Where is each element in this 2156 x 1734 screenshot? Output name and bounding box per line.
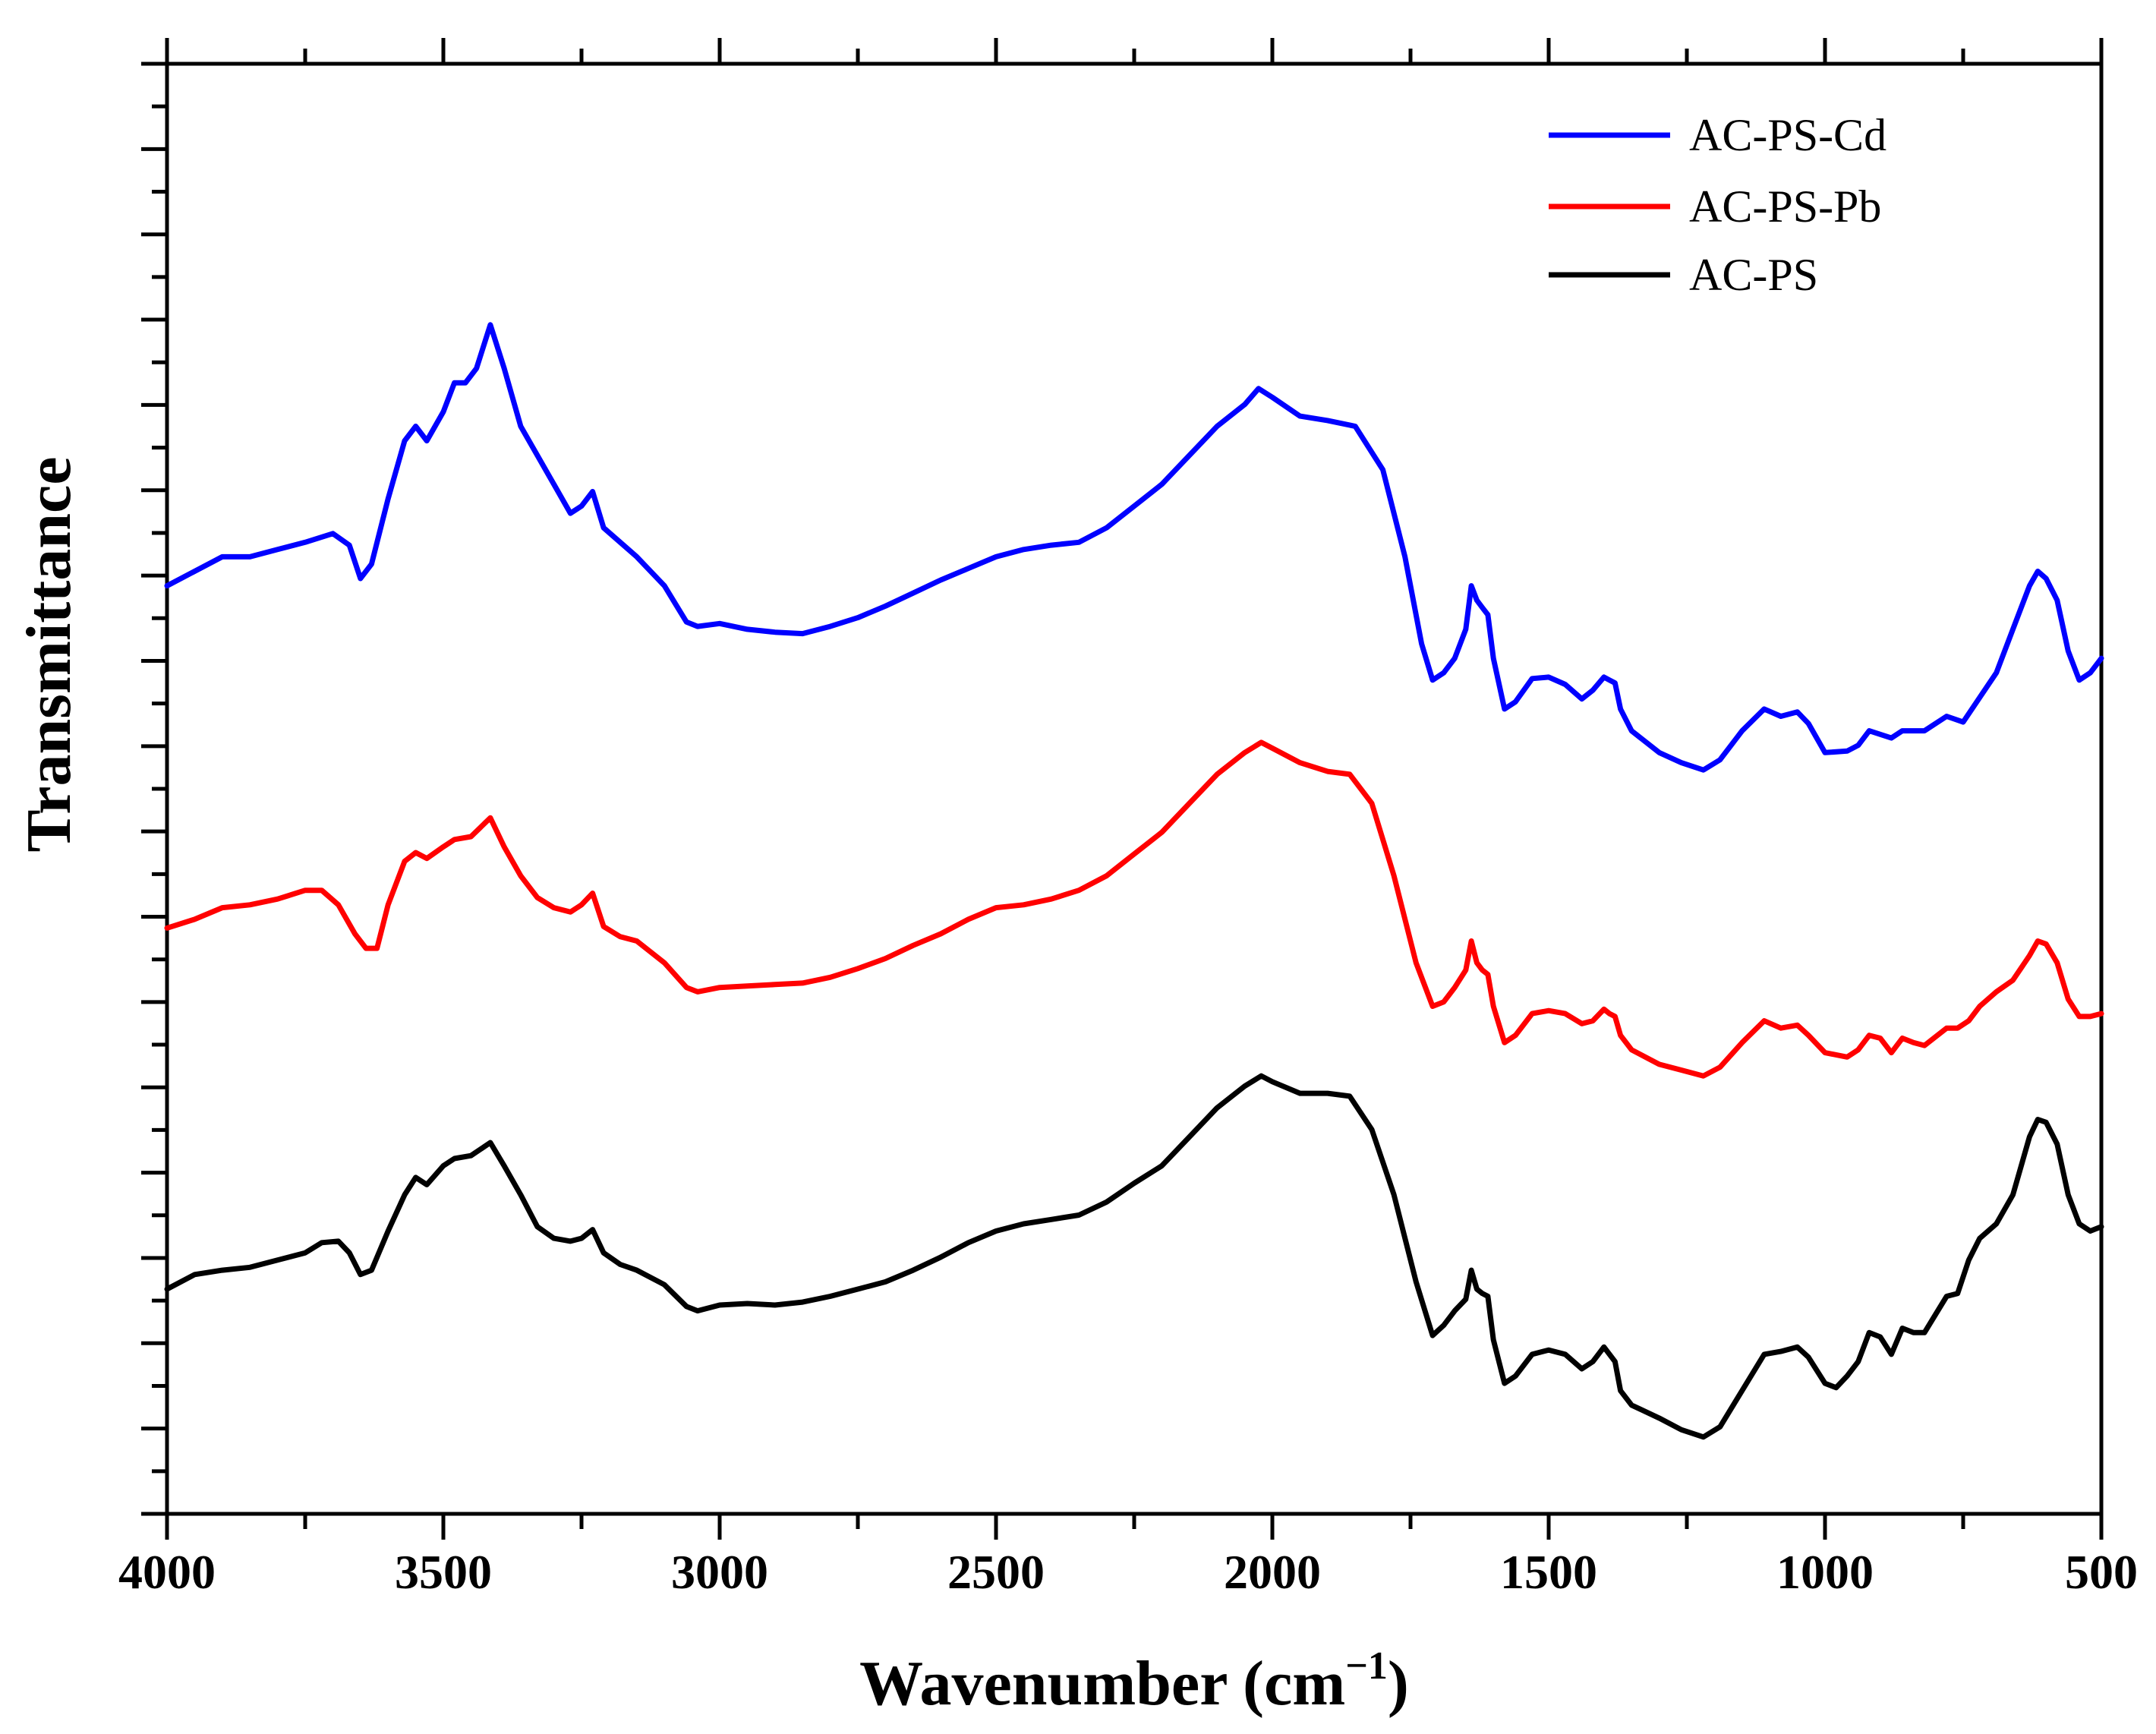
x-tick-label: 4000 [118, 1545, 216, 1599]
x-axis-ticks [165, 38, 2104, 1540]
legend: AC-PS-Cd AC-PS-Pb AC-PS [1549, 110, 1886, 300]
y-axis-ticks [141, 61, 167, 1516]
x-tick-label: 2000 [1224, 1545, 1321, 1599]
x-axis-title-main: Wavenumber (cm [859, 1648, 1345, 1719]
legend-label-ac-ps: AC-PS [1689, 250, 1818, 300]
y-axis-title: Transmittance [14, 456, 84, 852]
x-axis-title: Wavenumber (cm−1) [859, 1644, 1409, 1719]
x-axis-title-close: ) [1388, 1648, 1409, 1719]
x-tick-label: 3000 [671, 1545, 768, 1599]
x-axis-tick-labels: 4000 3500 3000 2500 2000 1500 1000 500 [118, 1545, 2138, 1599]
x-tick-label: 1000 [1776, 1545, 1874, 1599]
series-line-ac-ps-pb [164, 739, 2104, 1079]
series-line-ac-ps [164, 1073, 2104, 1440]
x-tick-label: 2500 [947, 1545, 1045, 1599]
series-layer [164, 322, 2104, 1440]
x-tick-label: 3500 [395, 1545, 492, 1599]
series-line-ac-ps-cd [164, 322, 2104, 773]
legend-label-ac-ps-cd: AC-PS-Cd [1689, 110, 1886, 160]
x-tick-label: 1500 [1500, 1545, 1597, 1599]
x-tick-label: 500 [2065, 1545, 2138, 1599]
x-axis-title-superscript: −1 [1345, 1644, 1388, 1688]
legend-label-ac-ps-pb: AC-PS-Pb [1689, 181, 1881, 232]
